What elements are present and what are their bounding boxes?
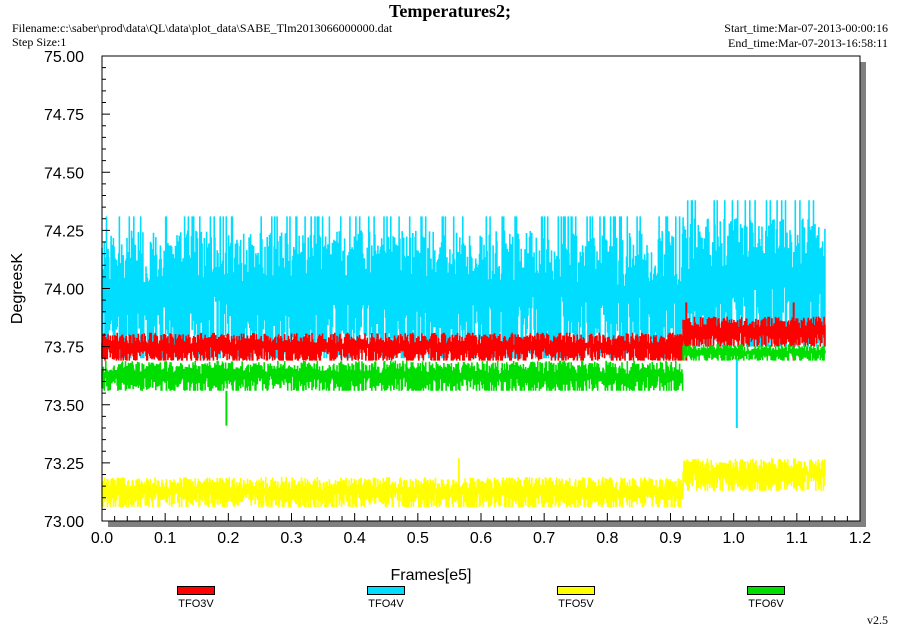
x-tick-label: 1.1 xyxy=(786,530,808,547)
version-label: v2.5 xyxy=(867,613,888,627)
x-tick-label: 0.4 xyxy=(344,530,366,547)
x-tick-label: 1.2 xyxy=(849,530,871,547)
legend-item-tfo4v: TFO4V xyxy=(356,586,416,610)
y-tick-label: 74.25 xyxy=(44,223,84,240)
legend-label-tfo5v: TFO5V xyxy=(558,598,594,610)
y-tick-label: 73.25 xyxy=(44,456,84,473)
legend-swatch-tfo6v xyxy=(747,586,785,595)
x-tick-label: 0.9 xyxy=(659,530,681,547)
chart-title: Temperatures2; xyxy=(389,1,511,21)
y-tick-label: 74.75 xyxy=(44,107,84,124)
legend-swatch-tfo5v xyxy=(557,586,595,595)
y-tick-label: 75.00 xyxy=(44,49,84,66)
step-size-label: Step Size:1 xyxy=(12,35,67,49)
legend-label-tfo6v: TFO6V xyxy=(748,598,784,610)
legend-label-tfo4v: TFO4V xyxy=(368,598,404,610)
y-tick-label: 73.75 xyxy=(44,340,84,357)
x-axis-label: Frames[e5] xyxy=(391,567,472,584)
x-tick-label: 0.5 xyxy=(407,530,429,547)
start-time-label: Start_time:Mar-07-2013-00:00:16 xyxy=(724,21,888,35)
x-tick-label: 1.0 xyxy=(723,530,745,547)
y-tick-label: 73.50 xyxy=(44,398,84,415)
x-tick-label: 0.6 xyxy=(470,530,492,547)
legend-swatch-tfo3v xyxy=(177,586,215,595)
y-tick-label: 74.00 xyxy=(44,282,84,299)
x-tick-label: 0.0 xyxy=(91,530,113,547)
end-time-label: End_time:Mar-07-2013-16:58:11 xyxy=(728,36,888,50)
filename-label: Filename:c:\saber\prod\data\QL\data\plot… xyxy=(12,21,393,35)
legend-item-tfo6v: TFO6V xyxy=(736,586,796,610)
legend-item-tfo3v: TFO3V xyxy=(166,586,226,610)
x-tick-label: 0.2 xyxy=(217,530,239,547)
y-tick-label: 74.50 xyxy=(44,165,84,182)
x-tick-label: 0.7 xyxy=(533,530,555,547)
y-tick-label: 73.00 xyxy=(44,514,84,531)
legend-item-tfo5v: TFO5V xyxy=(546,586,606,610)
legend-label-tfo3v: TFO3V xyxy=(178,598,214,610)
x-tick-label: 0.8 xyxy=(596,530,618,547)
x-tick-label: 0.1 xyxy=(154,530,176,547)
legend-swatch-tfo4v xyxy=(367,586,405,595)
y-axis-label: DegreesK xyxy=(9,253,26,324)
x-tick-label: 0.3 xyxy=(280,530,302,547)
